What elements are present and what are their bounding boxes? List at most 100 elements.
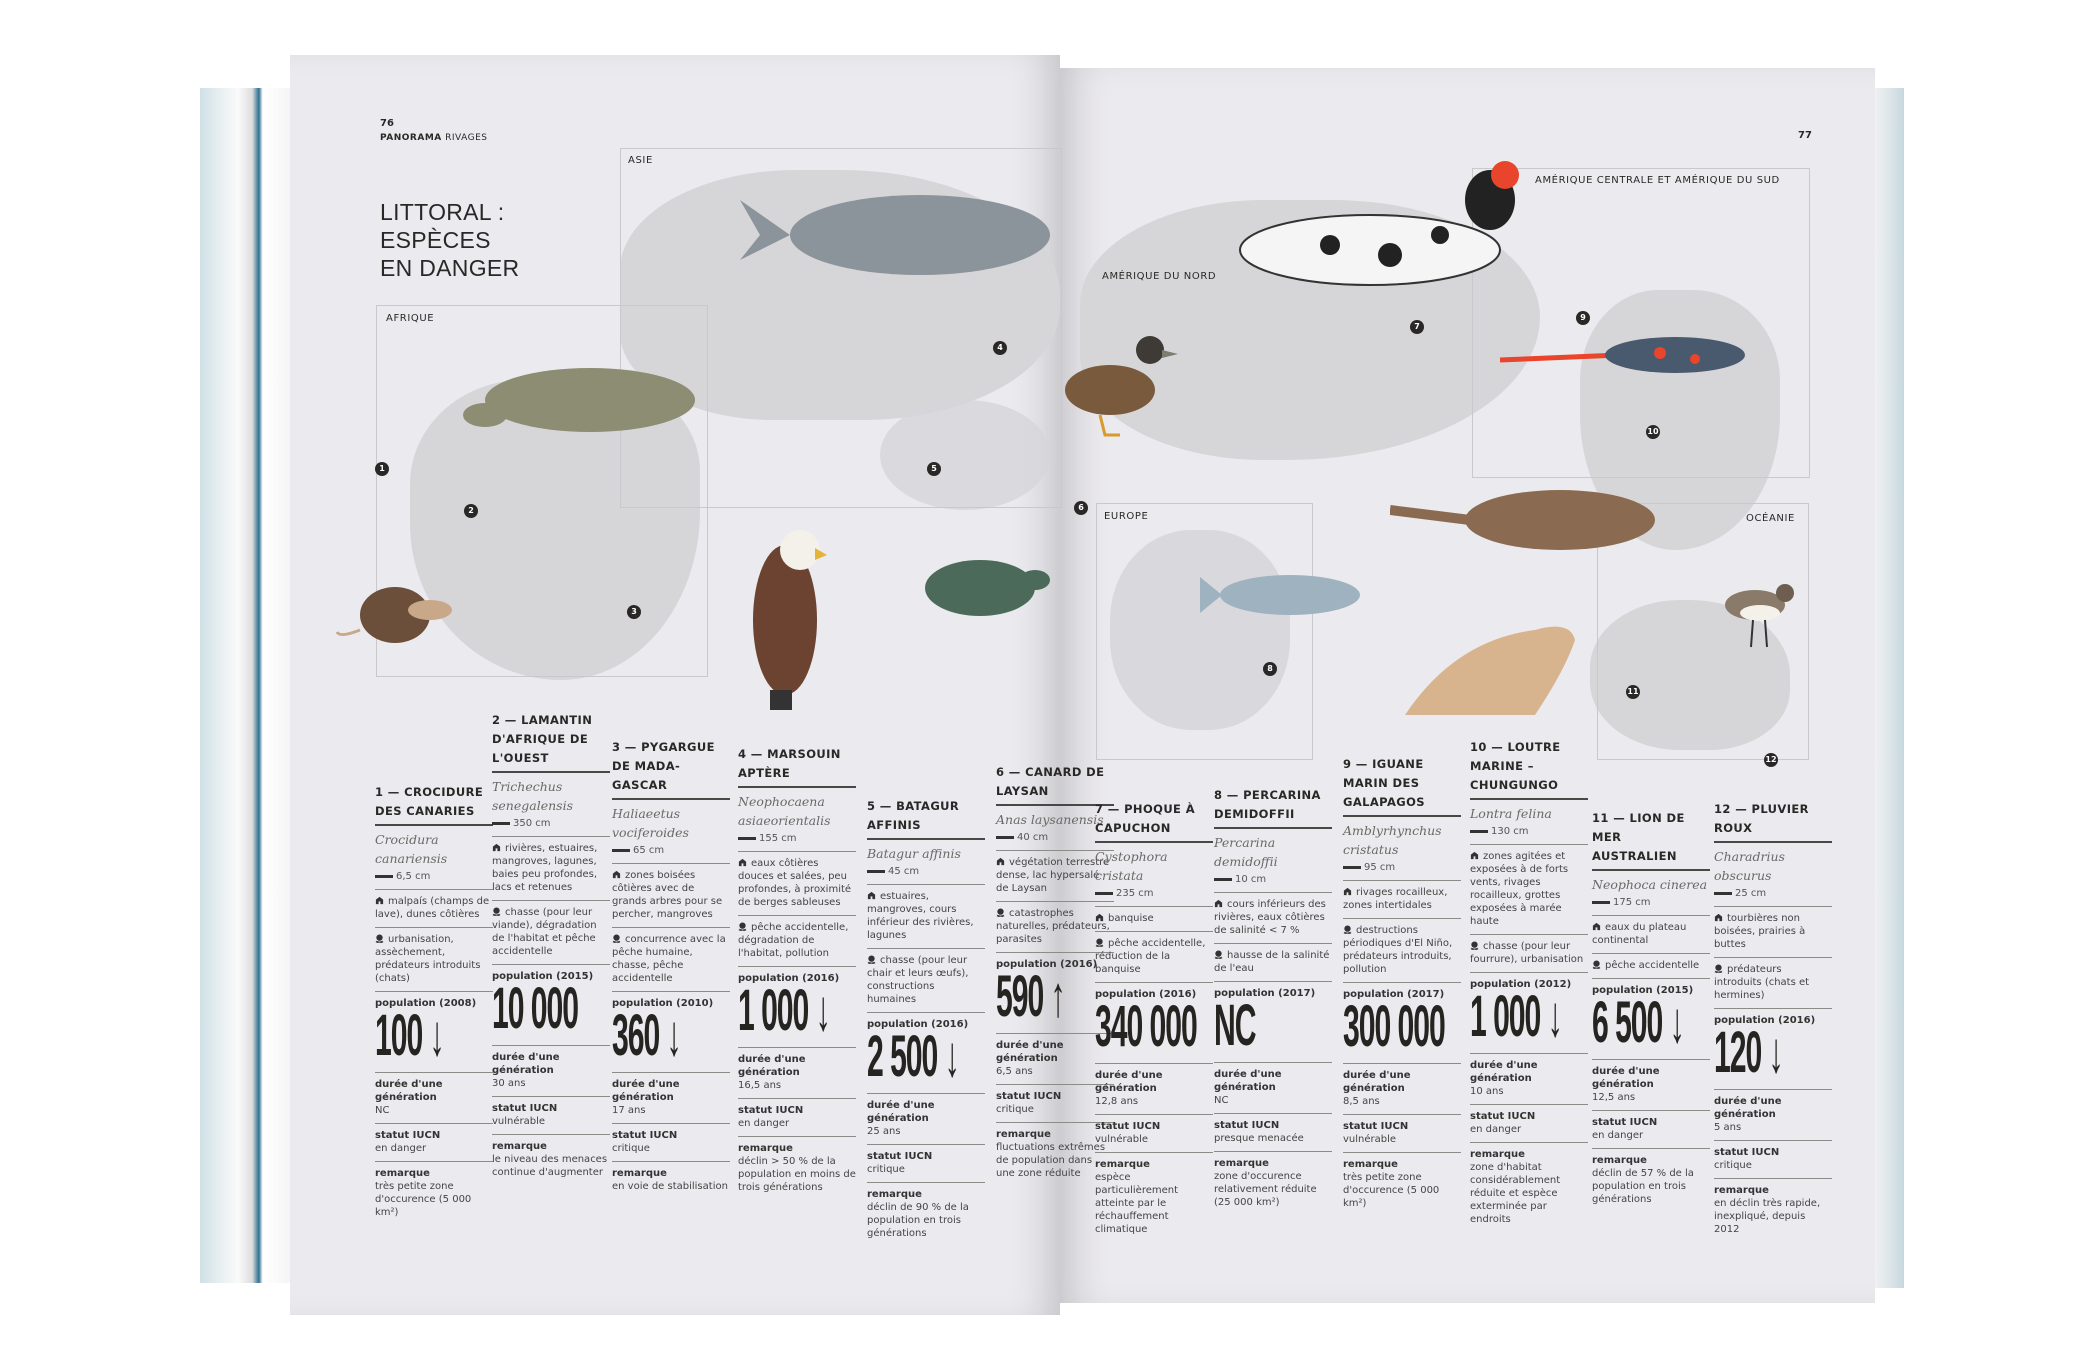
species-status: statut IUCN en danger xyxy=(1592,1110,1710,1148)
species-habitat: banquise xyxy=(1095,906,1213,931)
generation-label: durée d'une génération xyxy=(612,1079,680,1103)
population-value: 6 500 xyxy=(1592,990,1663,1055)
habitat-icon xyxy=(1095,913,1104,922)
population-label: population (2015) xyxy=(1592,985,1694,996)
title-line: ESPÈCES xyxy=(380,227,491,253)
remark-label: remarque xyxy=(612,1168,667,1179)
remark-label: remarque xyxy=(375,1168,430,1179)
region-box-oceania xyxy=(1597,503,1809,760)
status-label: statut IUCN xyxy=(612,1130,678,1141)
species-habitat: végétation terrestre dense, lac hypersal… xyxy=(996,850,1114,901)
illustration-iguana xyxy=(1500,337,1745,373)
species-card-1: 1 — CROCIDURE DES CANARIES Crocidura can… xyxy=(375,783,493,1225)
population-label: population (2016) xyxy=(867,1019,969,1030)
generation-value: 6,5 ans xyxy=(996,1066,1033,1077)
species-status: statut IUCN vulnérable xyxy=(1095,1114,1213,1152)
size-value: 6,5 cm xyxy=(396,871,431,882)
map-marker-5: 5 xyxy=(927,462,941,476)
map-marker-2: 2 xyxy=(464,504,478,518)
species-population: population (2016) 120 ↓ xyxy=(1714,1008,1832,1089)
running-head-section: PANORAMA xyxy=(380,133,442,143)
status-value: en danger xyxy=(738,1118,790,1129)
remark-value: en déclin très rapide, inexpliqué, depui… xyxy=(1714,1198,1821,1235)
species-card-11: 11 — LION DE MER AUSTRALIEN Neophoca cin… xyxy=(1592,809,1710,1212)
generation-value: 10 ans xyxy=(1470,1086,1504,1097)
species-size: 10 cm xyxy=(1214,873,1332,886)
remark-label: remarque xyxy=(996,1129,1051,1140)
generation-label: durée d'une génération xyxy=(1470,1060,1538,1084)
species-title: 7 — PHOQUE À CAPUCHON xyxy=(1095,800,1213,843)
remark-value: fluctuations extrêmes de population dans… xyxy=(996,1142,1106,1179)
species-status: statut IUCN critique xyxy=(996,1084,1114,1122)
generation-label: durée d'une génération xyxy=(738,1054,806,1078)
habitat-icon xyxy=(738,858,747,867)
remark-label: remarque xyxy=(1343,1159,1398,1170)
species-size: 155 cm xyxy=(738,832,856,845)
generation-value: 17 ans xyxy=(612,1105,646,1116)
threats-text: hausse de la salinité de l'eau xyxy=(1214,950,1330,974)
species-population: population (2008) 100 ↓ xyxy=(375,991,493,1072)
status-label: statut IUCN xyxy=(1714,1147,1780,1158)
species-generation: durée d'une génération 16,5 ans xyxy=(738,1047,856,1098)
species-title: 11 — LION DE MER AUSTRALIEN xyxy=(1592,809,1710,871)
generation-value: 16,5 ans xyxy=(738,1080,782,1091)
species-threats: prédateurs introduits (chats et hermines… xyxy=(1714,957,1832,1008)
species-generation: durée d'une génération 30 ans xyxy=(492,1045,610,1096)
population-value: 340 000 xyxy=(1095,994,1198,1059)
habitat-icon xyxy=(867,891,876,900)
threats-text: urbanisation, assèchement, prédateurs in… xyxy=(375,934,481,984)
population-label: population (2017) xyxy=(1343,989,1445,1000)
species-latin-name: Batagur affinis xyxy=(867,846,961,861)
remark-label: remarque xyxy=(1592,1155,1647,1166)
region-label-oceania: OCÉANIE xyxy=(1746,513,1795,524)
size-value: 95 cm xyxy=(1364,862,1396,873)
population-value-wrap: 340 000 xyxy=(1095,998,1198,1056)
species-population: population (2017) NC xyxy=(1214,981,1332,1062)
arrow-down-icon: ↓ xyxy=(1662,990,1685,1055)
size-value: 350 cm xyxy=(513,818,551,829)
region-box-asia xyxy=(620,148,1062,508)
species-remark: remarque en déclin très rapide, inexpliqu… xyxy=(1714,1178,1832,1242)
ruler-icon xyxy=(1343,865,1361,869)
habitat-icon xyxy=(612,870,621,879)
size-value: 25 cm xyxy=(1735,888,1767,899)
threats-text: pêche accidentelle xyxy=(1605,960,1700,971)
status-value: critique xyxy=(612,1143,650,1154)
species-title: 5 — BATAGUR AFFINIS xyxy=(867,797,985,840)
population-label: population (2010) xyxy=(612,998,714,1009)
species-latin-name: Haliaeetus vociferoides xyxy=(612,806,689,840)
size-value: 130 cm xyxy=(1491,826,1529,837)
running-head: PANORAMA RIVAGES xyxy=(380,133,488,143)
species-population: population (2016) 2 500 ↓ xyxy=(867,1012,985,1093)
habitat-text: eaux côtières douces et salées, peu prof… xyxy=(738,858,852,908)
threats-text: catastrophes naturelles, prédateurs, par… xyxy=(996,908,1110,945)
remark-label: remarque xyxy=(492,1141,547,1152)
status-label: statut IUCN xyxy=(1095,1121,1161,1132)
species-card-7: 7 — PHOQUE À CAPUCHON Cystophora cristat… xyxy=(1095,800,1213,1242)
population-value-wrap: NC xyxy=(1214,997,1257,1055)
species-size: 235 cm xyxy=(1095,887,1213,900)
illustration-sea-lion xyxy=(1405,626,1575,715)
skull-icon xyxy=(1592,960,1601,969)
status-label: statut IUCN xyxy=(1470,1111,1536,1122)
species-title: 9 — IGUANE MARIN DES GALAPAGOS xyxy=(1343,755,1461,817)
threats-text: concurrence avec la pêche humaine, chass… xyxy=(612,934,726,984)
habitat-icon xyxy=(996,857,1005,866)
map-marker-8: 8 xyxy=(1263,662,1277,676)
generation-label: durée d'une génération xyxy=(1095,1070,1163,1094)
generation-label: durée d'une génération xyxy=(996,1040,1064,1064)
threats-text: chasse (pour leur chair et leurs œufs), … xyxy=(867,955,969,1005)
species-generation: durée d'une génération 6,5 ans xyxy=(996,1033,1114,1084)
population-value-wrap: 120 ↓ xyxy=(1714,1024,1784,1082)
species-habitat: tourbières non boisées, prairies à butte… xyxy=(1714,906,1832,957)
species-habitat: eaux du plateau continental xyxy=(1592,915,1710,953)
species-size: 95 cm xyxy=(1343,861,1461,874)
skull-icon xyxy=(375,934,384,943)
species-title: 6 — CANARD DE LAYSAN xyxy=(996,763,1114,806)
map-australia xyxy=(1590,600,1790,750)
map-marker-7: 7 xyxy=(1410,320,1424,334)
species-card-2: 2 — LAMANTIN D'AFRIQUE DE L'OUEST Triche… xyxy=(492,711,610,1185)
status-label: statut IUCN xyxy=(1214,1120,1280,1131)
population-value-wrap: 6 500 ↓ xyxy=(1592,994,1685,1052)
population-value: 2 500 xyxy=(867,1024,938,1089)
